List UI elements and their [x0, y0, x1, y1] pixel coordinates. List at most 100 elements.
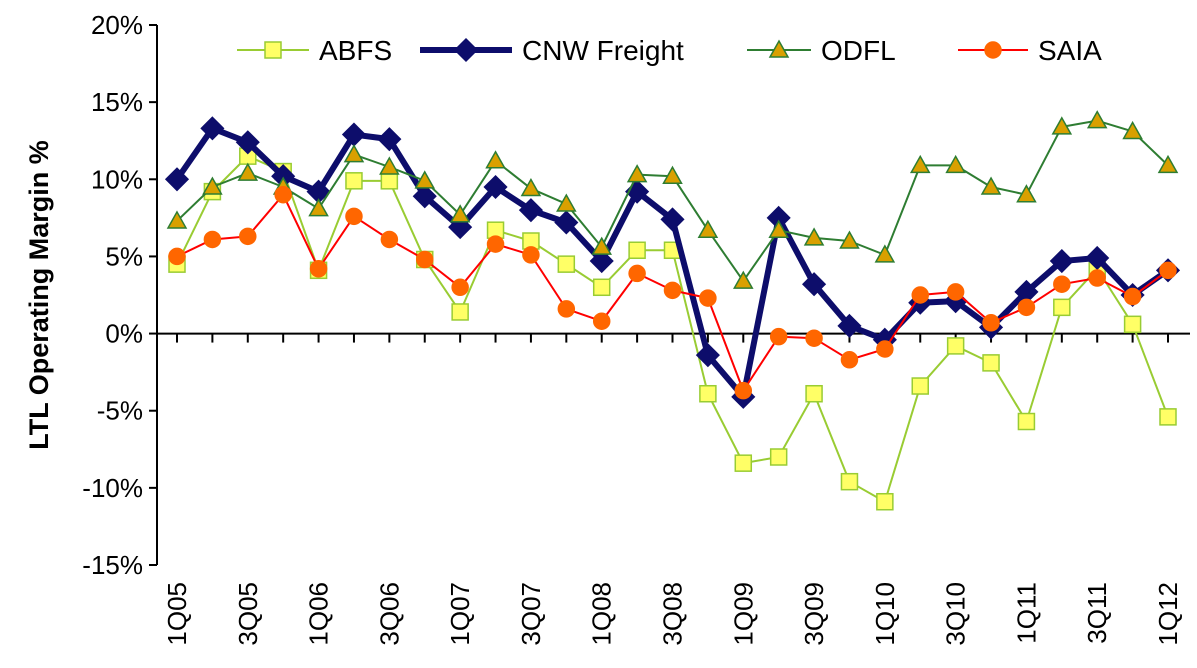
marker: [840, 472, 859, 491]
x-tick-label: 1Q08: [587, 582, 617, 646]
marker: [980, 176, 1002, 195]
x-tick-label: 3Q08: [658, 582, 688, 646]
marker: [589, 248, 614, 274]
x-tick-label: 1Q06: [304, 582, 334, 646]
marker: [308, 198, 329, 217]
x-tick-label: 1Q05: [162, 582, 192, 646]
x-tick-label: 1Q11: [1011, 582, 1041, 644]
marker: [663, 281, 682, 300]
marker: [556, 193, 577, 212]
marker: [662, 165, 683, 184]
marker: [412, 184, 437, 209]
legend-label: CNW Freight: [522, 35, 684, 66]
x-tick-label: 1Q07: [445, 582, 475, 646]
marker: [380, 172, 399, 190]
marker: [1049, 248, 1074, 274]
x-tick-label: 1Q12: [1153, 582, 1183, 646]
legend-label: ODFL: [821, 35, 896, 66]
marker: [946, 283, 965, 301]
marker: [483, 174, 508, 200]
marker: [1086, 110, 1108, 129]
marker: [239, 227, 257, 246]
y-tick-label: 0%: [105, 319, 143, 349]
x-tick-label: 3Q11: [1082, 582, 1112, 644]
marker: [946, 337, 965, 355]
marker: [660, 207, 685, 232]
marker: [1159, 261, 1177, 280]
marker: [699, 289, 717, 307]
marker: [486, 235, 505, 253]
marker: [1051, 116, 1073, 135]
marker: [203, 230, 222, 249]
marker: [592, 278, 611, 297]
marker: [1016, 184, 1037, 203]
marker: [876, 492, 894, 511]
marker: [1017, 298, 1036, 317]
marker: [379, 156, 400, 175]
marker: [695, 343, 720, 368]
marker: [592, 312, 611, 330]
marker: [874, 244, 896, 263]
marker: [166, 210, 188, 229]
marker: [837, 313, 862, 338]
marker: [768, 39, 790, 58]
marker: [734, 454, 753, 472]
x-tick-label: 3Q10: [941, 582, 971, 646]
marker: [237, 162, 259, 181]
legend-label: ABFS: [319, 35, 392, 66]
marker: [628, 241, 646, 260]
y-tick-label: -5%: [97, 396, 143, 426]
marker: [984, 41, 1002, 59]
marker: [345, 207, 363, 226]
marker: [911, 286, 929, 304]
marker: [235, 130, 260, 155]
marker: [309, 260, 328, 278]
y-tick-label: -15%: [82, 550, 143, 580]
marker: [626, 164, 648, 183]
y-axis-label: LTL Operating Margin %: [24, 140, 54, 450]
x-tick-label: 1Q09: [728, 582, 758, 646]
marker: [557, 300, 576, 318]
marker: [805, 384, 823, 403]
marker: [769, 327, 788, 346]
marker: [876, 340, 894, 358]
marker: [803, 227, 825, 246]
x-tick-label: 3Q09: [799, 582, 829, 646]
marker: [697, 219, 719, 238]
marker: [264, 41, 282, 59]
marker: [202, 176, 223, 195]
marker: [274, 185, 292, 204]
marker: [1088, 269, 1106, 287]
legend-label: SAIA: [1038, 35, 1102, 66]
marker: [485, 150, 506, 169]
marker: [520, 178, 542, 197]
marker: [1123, 315, 1142, 334]
marker: [768, 219, 789, 238]
y-tick-label: 10%: [91, 164, 143, 194]
marker: [805, 329, 823, 347]
y-tick-label: 5%: [105, 241, 143, 271]
marker: [628, 264, 646, 283]
marker: [554, 210, 579, 235]
marker: [416, 250, 434, 269]
marker: [451, 303, 469, 321]
y-tick-label: 20%: [91, 10, 143, 40]
marker: [453, 37, 479, 63]
marker: [414, 170, 436, 189]
marker: [518, 198, 543, 223]
marker: [909, 154, 931, 174]
marker: [451, 278, 469, 297]
marker: [591, 236, 612, 255]
x-tick-label: 3Q05: [233, 582, 263, 646]
marker: [1017, 412, 1036, 431]
marker: [734, 381, 753, 400]
marker: [982, 354, 1000, 372]
marker: [345, 172, 363, 190]
marker: [1123, 287, 1142, 306]
marker: [168, 247, 186, 266]
marker: [1085, 245, 1110, 271]
marker: [982, 314, 1000, 332]
x-tick-label: 3Q07: [516, 582, 546, 646]
